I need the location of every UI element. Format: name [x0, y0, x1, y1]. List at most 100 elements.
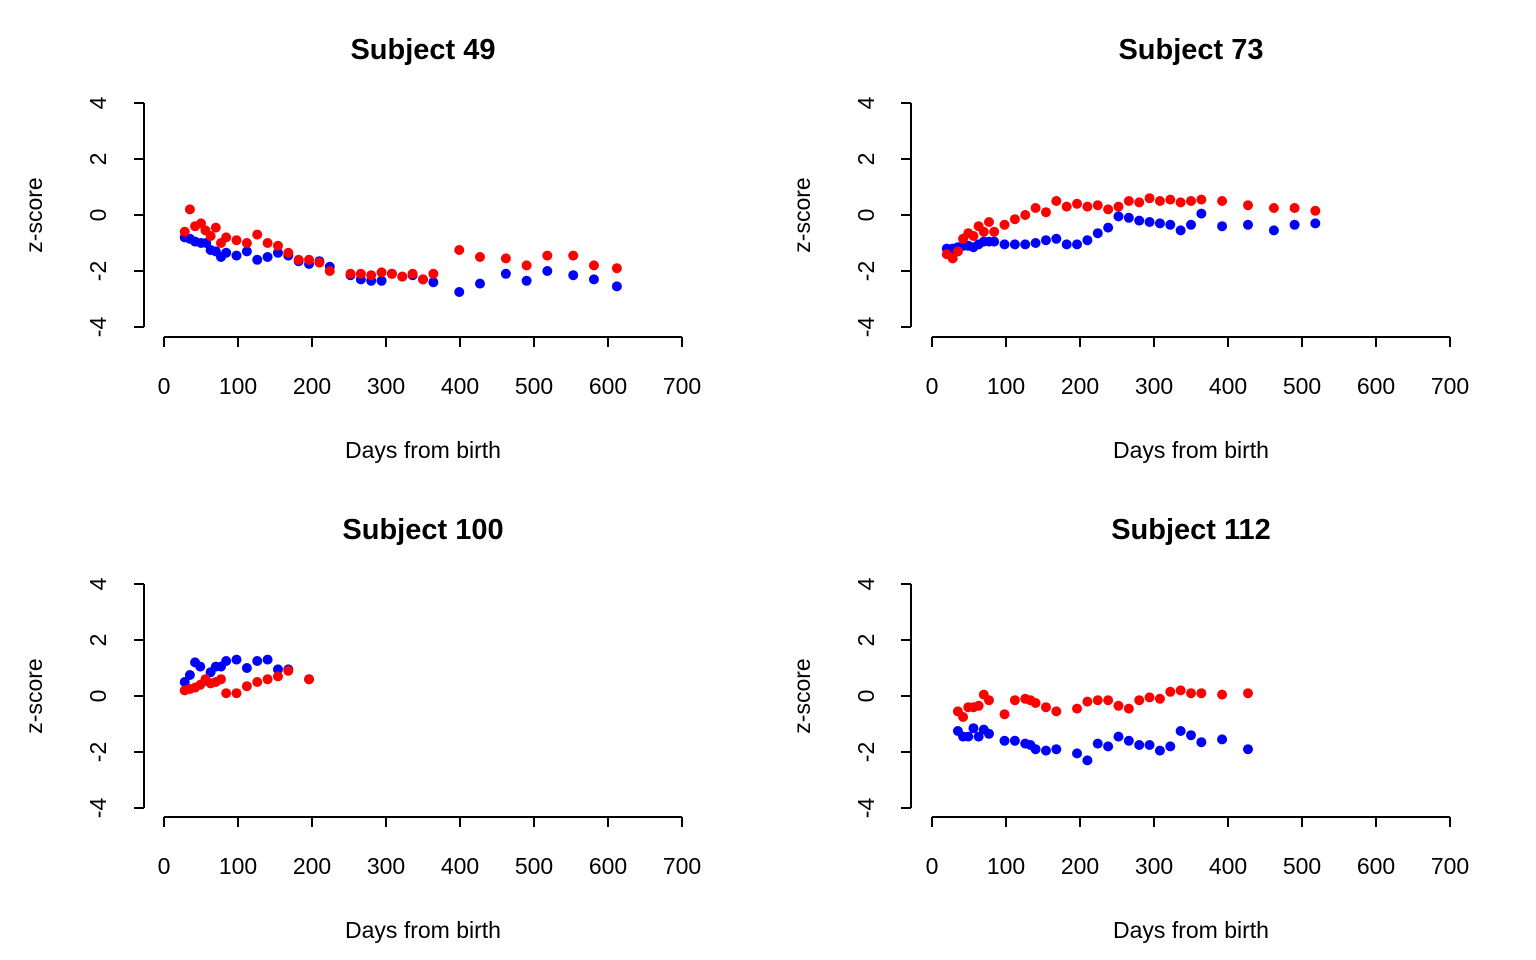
y-tick-group: -4: [85, 798, 111, 819]
data-point: [1217, 221, 1228, 232]
data-point: [1103, 204, 1114, 215]
data-point: [454, 287, 465, 297]
data-point: [1175, 726, 1186, 736]
data-point: [221, 247, 232, 258]
data-point: [454, 245, 465, 255]
x-axis-label: Days from birth: [1113, 917, 1269, 943]
data-point: [1082, 235, 1093, 246]
y-tick-label: -2: [85, 261, 111, 281]
data-point: [231, 250, 242, 261]
data-point: [611, 281, 622, 292]
data-point: [1113, 700, 1124, 711]
y-tick-label: 2: [85, 634, 111, 647]
data-point: [1154, 693, 1165, 704]
data-point: [958, 712, 969, 722]
x-tick-label: 600: [1357, 373, 1395, 399]
data-point: [1217, 734, 1228, 745]
data-point: [1051, 196, 1062, 206]
data-point: [500, 268, 511, 279]
x-tick-label: 200: [1061, 853, 1099, 879]
data-point: [1040, 235, 1051, 246]
data-point: [999, 709, 1010, 720]
data-point: [973, 731, 984, 742]
data-points: [179, 204, 622, 297]
data-point: [179, 677, 190, 687]
data-point: [963, 731, 974, 742]
data-point: [1186, 219, 1196, 230]
y-tick-label: -2: [853, 261, 879, 281]
data-point: [521, 275, 532, 286]
y-axis-label: z-score: [789, 177, 815, 252]
data-point: [1134, 197, 1145, 208]
data-point: [474, 252, 485, 262]
data-point: [1030, 744, 1041, 755]
data-point: [221, 656, 232, 666]
x-tick-label: 100: [219, 373, 257, 399]
data-point: [521, 260, 532, 271]
data-point: [1009, 695, 1020, 706]
data-points: [179, 654, 315, 699]
y-axis-label: z-score: [21, 177, 47, 252]
x-tick-label: 500: [515, 373, 553, 399]
y-tick-group: -2: [853, 742, 879, 762]
data-point: [272, 664, 283, 675]
x-tick-label: 400: [441, 373, 479, 399]
data-point: [272, 247, 283, 258]
x-tick-label: 700: [1431, 853, 1469, 879]
data-point: [1134, 695, 1145, 706]
axes: 0 100 200 300 400 500 600 700 -4 -2 0 2 4: [85, 96, 701, 399]
data-point: [1113, 731, 1124, 742]
data-point: [1134, 215, 1145, 226]
data-point: [1144, 740, 1155, 750]
axes: 0 100 200 300 400 500 600 700 -4 -2 0 2 4: [853, 96, 1469, 399]
y-tick-group: -4: [853, 317, 879, 338]
data-point: [1030, 698, 1041, 708]
data-point: [314, 257, 325, 268]
data-point: [1165, 219, 1176, 230]
data-point: [241, 246, 252, 257]
data-point: [210, 222, 221, 233]
y-tick-group: -4: [85, 317, 111, 338]
y-axis-label: z-score: [21, 658, 47, 733]
data-point: [1103, 695, 1114, 706]
data-point: [1082, 201, 1093, 212]
data-point: [262, 252, 273, 262]
data-point: [179, 226, 190, 237]
data-point: [184, 670, 195, 680]
y-axis-label: z-score: [789, 658, 815, 733]
data-point: [1051, 706, 1062, 717]
data-point: [999, 219, 1010, 230]
data-point: [231, 688, 242, 699]
x-tick-label: 600: [589, 373, 627, 399]
data-point: [252, 254, 263, 265]
data-point: [1144, 692, 1155, 703]
data-point: [184, 204, 195, 215]
data-point: [568, 270, 579, 281]
data-point: [376, 275, 387, 286]
data-point: [1061, 201, 1072, 212]
data-point: [1196, 737, 1207, 748]
data-point: [262, 238, 273, 248]
data-point: [611, 263, 622, 274]
data-point: [324, 266, 335, 276]
data-point: [345, 268, 356, 279]
y-tick-group: -2: [85, 742, 111, 762]
data-point: [1175, 225, 1186, 236]
y-tick-group: 0: [853, 209, 879, 222]
data-point: [205, 231, 216, 241]
data-point: [252, 677, 263, 687]
panel-title: Subject 112: [1111, 514, 1271, 546]
panel-title: Subject 49: [350, 34, 495, 66]
y-tick-group: 0: [853, 690, 879, 703]
x-tick-label: 300: [367, 853, 405, 879]
data-point: [1072, 198, 1083, 209]
data-point: [215, 674, 226, 685]
y-tick-label: -2: [853, 742, 879, 762]
x-tick-label: 0: [926, 853, 939, 879]
data-point: [973, 700, 984, 711]
y-tick-group: 4: [85, 577, 111, 590]
x-tick-label: 0: [158, 373, 171, 399]
data-point: [1092, 228, 1103, 239]
x-tick-label: 300: [367, 373, 405, 399]
